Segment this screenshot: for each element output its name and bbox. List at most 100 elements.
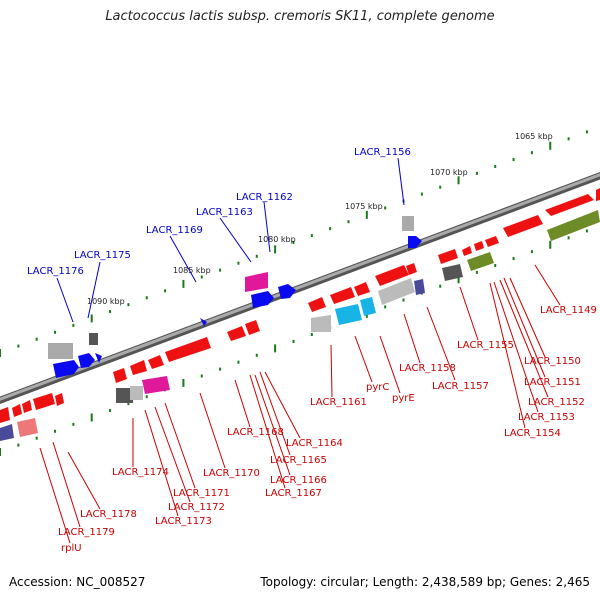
gene-label-lacr-1170: LACR_1170 [203, 468, 260, 479]
leader-line [169, 235, 197, 283]
gene-forward [462, 246, 472, 256]
gene-label-lacr-1174: LACR_1174 [112, 467, 169, 478]
gene-blue [200, 318, 207, 326]
gene-forward [55, 393, 64, 406]
kbp-labels: 1065 kbp 1070 kbp 1075 kbp 1080 kbp 1085… [87, 132, 553, 306]
gene-forward [148, 355, 164, 369]
gene-label-lacr-1150: LACR_1150 [524, 356, 581, 367]
leader-line [459, 286, 479, 341]
gene-label-lacr-1153: LACR_1153 [518, 412, 575, 423]
leader-line [219, 217, 252, 263]
leader-line [154, 406, 191, 503]
gene-forward [308, 297, 326, 312]
gene-olive [547, 210, 600, 241]
gene-label-pyrc: pyrC [366, 382, 389, 393]
gene-label-rplu: rplU [61, 543, 82, 554]
genome-backbone [0, 172, 600, 404]
gene-label-lacr-1173: LACR_1173 [155, 516, 212, 527]
leader-line [199, 392, 226, 469]
labels-bottom: LACR_1149 LACR_1150 LACR_1151 LACR_1152 … [58, 305, 597, 554]
label-leader-lines [39, 157, 561, 544]
gene-label-lacr-1179: LACR_1179 [58, 527, 115, 538]
gene-forward [165, 337, 211, 362]
gene-magenta [142, 376, 170, 394]
genome-summary-text: Topology: circular; Length: 2,438,589 bp… [260, 575, 590, 589]
gene-label-lacr-1157: LACR_1157 [432, 381, 489, 392]
gene-grey [402, 216, 414, 231]
gene-forward [227, 326, 246, 341]
gene-forward [0, 407, 10, 423]
gene-forward [330, 287, 355, 304]
leader-line [87, 261, 101, 319]
labels-top: LACR_1156 LACR_1162 LACR_1163 LACR_1169 … [27, 147, 411, 277]
gene-grey [311, 315, 331, 332]
gene-blue [251, 291, 274, 308]
leader-line [489, 282, 526, 429]
genes-forward [0, 188, 600, 441]
gene-label-lacr-1175: LACR_1175 [74, 250, 131, 261]
leader-line [264, 371, 301, 439]
gene-forward [406, 263, 417, 275]
gene-forward [130, 360, 147, 375]
leader-line [330, 344, 333, 398]
gene-label-lacr-1176: LACR_1176 [27, 266, 84, 277]
leader-line [379, 335, 401, 394]
gene-label-lacr-1168: LACR_1168 [227, 427, 284, 438]
gene-blue [78, 353, 95, 368]
gene-cyan [360, 297, 376, 316]
gene-label-lacr-1156: LACR_1156 [354, 147, 411, 158]
gene-label-lacr-1151: LACR_1151 [524, 377, 581, 388]
gene-magenta [245, 272, 268, 292]
gene-forward [12, 404, 22, 417]
gene-label-lacr-1167: LACR_1167 [265, 488, 322, 499]
gene-forward [474, 241, 484, 251]
gene-forward [375, 265, 409, 286]
gene-label-lacr-1172: LACR_1172 [168, 502, 225, 513]
gene-blue [408, 236, 422, 248]
leader-line [52, 441, 81, 528]
gene-label-lacr-1149: LACR_1149 [540, 305, 597, 316]
gene-label-pyre: pyrE [392, 393, 415, 404]
gene-label-lacr-1161: LACR_1161 [310, 397, 367, 408]
gene-grey [130, 386, 143, 400]
kbp-label-1065: 1065 kbp [515, 132, 553, 141]
kbp-label-1080: 1080 kbp [258, 235, 296, 244]
gene-cyan [335, 304, 362, 325]
gene-label-lacr-1163: LACR_1163 [196, 207, 253, 218]
gene-label-lacr-1178: LACR_1178 [80, 509, 137, 520]
leader-line [67, 451, 101, 510]
leader-line [254, 374, 291, 476]
leader-line [263, 201, 271, 253]
map-title: Lactococcus lactis subsp. cremoris SK11,… [105, 9, 495, 24]
gene-label-lacr-1152: LACR_1152 [528, 397, 585, 408]
kbp-label-1085: 1085 kbp [173, 266, 211, 275]
leader-line [39, 447, 71, 544]
gene-label-lacr-1164: LACR_1164 [286, 438, 343, 449]
gene-label-lacr-1162: LACR_1162 [236, 192, 293, 203]
gene-forward [485, 236, 499, 247]
gene-forward [354, 282, 370, 296]
gene-olive [467, 252, 494, 271]
leader-line [259, 371, 291, 456]
gene-label-lacr-1155: LACR_1155 [457, 340, 514, 351]
gene-label-lacr-1158: LACR_1158 [399, 363, 456, 374]
gene-forward [113, 368, 127, 383]
gene-dark [442, 264, 463, 281]
gene-forward [438, 249, 458, 264]
gene-forward [33, 393, 55, 410]
leader-line [426, 306, 456, 381]
gene-grey [48, 343, 73, 359]
gene-label-lacr-1154: LACR_1154 [504, 428, 561, 439]
leader-line [397, 157, 405, 206]
leader-line [499, 279, 549, 398]
gene-dark [89, 333, 98, 345]
leader-line [164, 402, 196, 489]
gene-navy [414, 279, 425, 295]
gene-forward [245, 320, 260, 335]
gene-blue [95, 353, 102, 363]
gene-navy [0, 424, 14, 441]
gene-label-lacr-1166: LACR_1166 [270, 475, 327, 486]
leader-line [503, 277, 546, 378]
kbp-label-1090: 1090 kbp [87, 297, 125, 306]
